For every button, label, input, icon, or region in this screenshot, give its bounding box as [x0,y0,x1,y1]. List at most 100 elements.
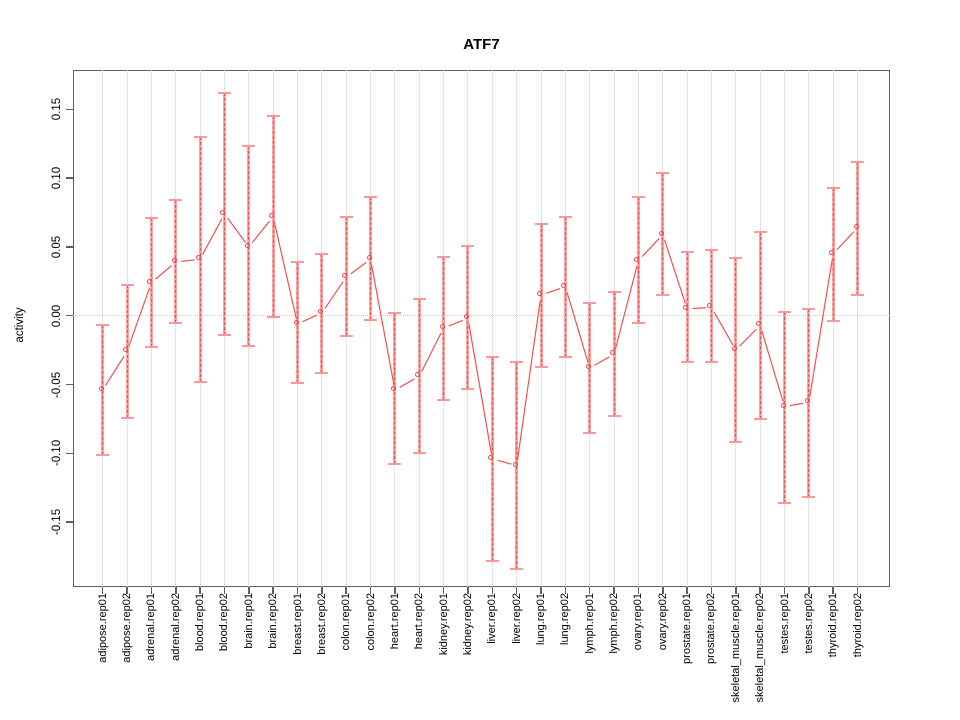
error-bar-cap-bottom [388,463,402,466]
error-bar-dash [832,187,834,322]
error-bar-cap-top [631,196,645,199]
error-bar-cap-bottom [802,496,816,499]
data-point [756,321,762,327]
data-point [269,212,275,218]
error-bar-cap-bottom [266,316,280,319]
x-tick-label: lymph.rep02 [608,593,621,654]
error-bar-cap-top [339,215,353,218]
error-bar-cap-bottom [291,382,304,385]
x-tick [199,587,201,594]
x-tick-label: testes.rep01 [778,593,791,654]
x-tick [175,587,177,594]
error-bar-cap-top [558,215,572,218]
error-bar-cap-top [851,160,865,163]
y-tick [66,521,73,523]
x-tick-label: colon.rep01 [340,593,353,651]
data-point [658,230,664,236]
x-tick-label: skeletal_muscle.rep02 [754,593,767,703]
v-gridline [662,70,664,587]
error-bar-cap-top [96,324,110,327]
x-tick-label: lung.rep02 [559,593,572,645]
v-gridline [272,70,274,587]
error-bar-cap-top [412,298,426,301]
x-tick [345,587,347,594]
error-bar-cap-top [437,255,451,258]
x-tick [564,587,567,594]
error-bar-cap-bottom [704,361,718,364]
error-bar-cap-top [607,291,621,294]
error-bar-cap-bottom [778,501,791,504]
x-tick-label: testes.rep02 [802,593,815,654]
x-tick [759,587,761,594]
data-point [439,324,445,330]
y-tick [66,177,73,179]
x-tick-label: thyroid.rep02 [851,593,864,658]
x-tick [808,587,810,594]
data-point [829,249,835,255]
y-tick [66,108,73,111]
error-bar-cap-bottom [510,567,524,570]
error-bar-cap-bottom [315,372,329,375]
v-gridline [832,70,834,587]
x-tick [394,587,396,594]
error-bar-cap-top [753,230,767,233]
y-tick-label: -0.05 [51,371,63,398]
y-tick-label: -0.10 [51,440,63,467]
error-bar-cap-top [169,199,183,202]
data-point [610,350,616,356]
v-gridline [857,70,859,587]
error-bar-cap-top [802,307,816,310]
data-point [123,347,129,353]
error-bar-cap-top [193,135,207,138]
error-bar-cap-bottom [607,415,621,418]
x-tick [710,587,713,594]
error-bar-cap-top [778,310,791,313]
y-axis-label: activity [14,307,26,343]
x-tick [832,587,834,594]
data-point [196,255,202,261]
data-point [293,319,299,325]
error-bar-cap-top [680,251,694,254]
error-bar-cap-bottom [217,333,231,336]
x-tick-label: adrenal.rep02 [169,593,182,661]
error-bar-cap-bottom [485,559,499,562]
data-point [537,291,542,297]
x-tick-label: adipose.rep02 [121,593,134,663]
x-tick [101,587,104,594]
error-bar-cap-top [729,256,743,259]
x-tick [296,587,299,594]
x-tick [223,587,226,594]
y-tick [66,452,73,455]
v-gridline [637,70,639,587]
v-gridline [175,70,177,587]
error-bar-cap-bottom [558,355,572,358]
error-bar-cap-bottom [729,441,743,444]
error-bar-cap-bottom [461,387,475,390]
x-tick [735,587,737,594]
v-gridline [370,70,372,587]
x-tick [369,587,372,594]
x-tick-label: thyroid.rep01 [827,593,840,658]
error-bar-cap-bottom [851,294,865,297]
data-point [561,282,567,288]
x-tick [856,587,859,594]
x-tick [418,587,420,594]
error-bar-cap-top [144,217,158,219]
y-tick-label: 0.00 [51,304,63,327]
data-point [390,386,396,391]
data-point [342,273,348,279]
y-tick-label: 0.05 [51,235,63,259]
data-point [98,386,104,391]
v-gridline [491,70,493,587]
error-bar-cap-bottom [339,335,353,338]
y-tick-label: 0.15 [51,98,63,121]
error-bar-cap-bottom [826,320,840,323]
x-tick-label: adipose.rep01 [96,593,109,663]
error-bar-cap-bottom [437,398,451,401]
y-tick [66,383,73,386]
x-tick [248,587,250,594]
x-tick-label: blood.rep02 [218,593,231,652]
data-point [585,363,591,369]
x-tick [442,587,445,594]
error-bar-dash [808,308,810,498]
